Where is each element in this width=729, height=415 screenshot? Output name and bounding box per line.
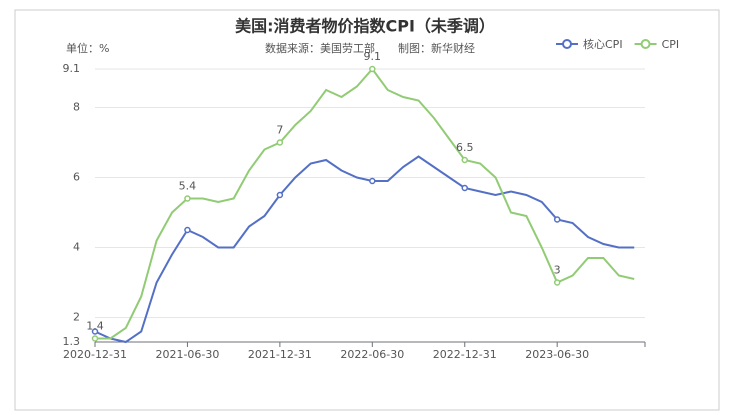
point-marker [184,195,191,202]
legend-marker [562,39,572,49]
x-tick-label: 2021-12-31 [248,348,312,361]
unit-label: 单位：% [66,41,109,55]
data-label: 1.4 [86,320,104,333]
frame [14,9,720,411]
point-marker [91,335,99,342]
point-marker [276,139,284,146]
point-marker [276,191,284,199]
x-tick-label: 2020-12-31 [63,348,127,361]
series-line [95,67,635,340]
point-marker [91,328,99,335]
point-marker [369,177,376,185]
data-label: 7 [276,124,283,137]
data-label: 6.5 [456,141,474,154]
legend-marker [640,39,651,49]
data-label: 5.4 [179,180,197,193]
source: 数据来源：美国劳工部 [265,41,375,55]
x-tick-label: 2022-06-30 [340,348,404,361]
x-tick-label: 2023-06-30 [525,348,589,361]
point-marker [461,156,468,164]
y-tick-label: 1.3 [63,335,81,348]
point-marker [461,184,468,192]
x-tick-label: 2021-06-30 [155,348,219,361]
chart-title: 美国:消费者物价指数CPI（未季调） [235,17,495,36]
x-tick-label: 2022-12-31 [433,348,497,361]
series-line [94,155,635,344]
point-marker [184,226,191,234]
point-marker [553,216,561,223]
y-tick-label: 8 [73,101,80,114]
y-tick-label: 4 [73,241,80,254]
point-marker [553,279,561,286]
data-label: 3 [554,264,561,277]
data-label: 9.1 [364,50,382,63]
y-tick-label: 9.1 [63,62,81,75]
y-tick-label: 2 [73,311,80,324]
y-tick-label: 6 [73,171,80,184]
point-marker [369,65,376,73]
credit: 制图：新华财经 [398,41,475,55]
legend-label: 核心CPI [583,37,623,51]
legend-label: CPI [662,38,680,51]
